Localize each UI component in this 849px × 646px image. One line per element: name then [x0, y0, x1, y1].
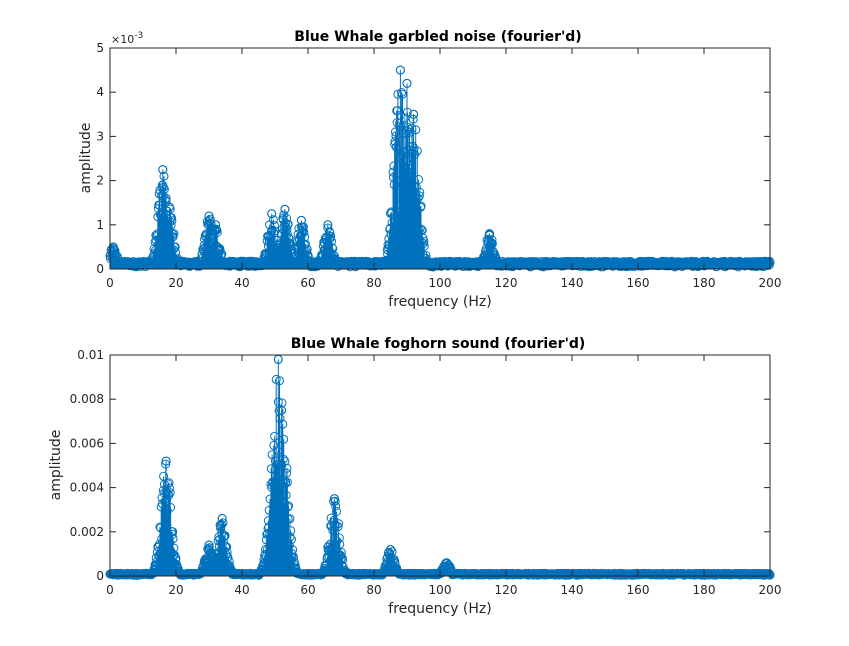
- bottom-axis-ticks: 0 20 40 60 80 100 120 140 160 180 200 0 0.002 0.004 0.…: [70, 348, 782, 597]
- top-x-tick-label: 100: [429, 276, 452, 290]
- top-peak-point: [402, 78, 412, 88]
- top-y-tick-label: 2: [96, 174, 104, 188]
- bottom-x-tick-label: 60: [300, 583, 315, 597]
- top-x-tick-label: 60: [300, 276, 315, 290]
- bottom-peak-point: [267, 538, 277, 548]
- top-x-tick-label: 0: [106, 276, 114, 290]
- bottom-peak-point: [386, 544, 395, 554]
- top-y-exponent: ×10-3: [111, 31, 143, 46]
- bottom-x-tick-label: 80: [366, 583, 381, 597]
- top-x-tick-label: 180: [693, 276, 716, 290]
- bottom-peak-point: [277, 405, 287, 415]
- bottom-x-tick-label: 180: [693, 583, 716, 597]
- bottom-peak-point: [442, 558, 452, 568]
- bottom-x-tick-label: 200: [759, 583, 782, 597]
- bottom-stem-markers: [105, 354, 775, 580]
- top-peak-point: [108, 242, 118, 252]
- top-y-tick-label: 3: [96, 129, 104, 143]
- bottom-y-tick-label: 0.006: [70, 436, 104, 450]
- top-peak-point: [296, 215, 306, 225]
- top-stem-markers: [105, 65, 775, 272]
- top-y-tick-label: 1: [96, 218, 104, 232]
- top-x-tick-label: 40: [234, 276, 249, 290]
- top-y-axis-label: amplitude: [78, 123, 94, 194]
- bottom-x-tick-label: 160: [627, 583, 650, 597]
- top-peak-point: [409, 109, 419, 119]
- top-peak-point: [158, 165, 168, 175]
- bottom-y-tick-label: 0: [96, 569, 104, 583]
- top-x-tick-label: 200: [759, 276, 782, 290]
- bottom-y-tick-label: 0.002: [70, 525, 104, 539]
- top-y-tick-label: 0: [96, 262, 104, 276]
- bottom-peak-point: [329, 494, 339, 504]
- top-chart-title: Blue Whale garbled noise (fourier'd): [294, 29, 581, 45]
- top-x-tick-label: 80: [366, 276, 381, 290]
- bottom-axes-box: [109, 354, 771, 577]
- top-x-tick-label: 20: [168, 276, 183, 290]
- bottom-x-tick-label: 0: [106, 583, 114, 597]
- bottom-x-tick-label: 120: [495, 583, 518, 597]
- bottom-x-axis-label: frequency (Hz): [388, 601, 491, 617]
- bottom-y-tick-label: 0.01: [77, 348, 104, 362]
- top-peak-point: [164, 202, 174, 212]
- bottom-x-tick-label: 100: [429, 583, 452, 597]
- top-peak-point: [267, 209, 277, 219]
- bottom-x-tick-label: 140: [561, 583, 584, 597]
- top-peak-point: [395, 65, 405, 75]
- top-x-tick-label: 160: [627, 276, 650, 290]
- bottom-chart-title: Blue Whale foghorn sound (fourier'd): [291, 336, 586, 352]
- top-peak-point: [485, 229, 494, 239]
- bottom-peak-point: [204, 540, 214, 550]
- bottom-y-axis-label: amplitude: [48, 430, 64, 501]
- bottom-x-tick-label: 40: [234, 583, 249, 597]
- top-peak-point: [161, 193, 171, 203]
- top-peak-point: [204, 211, 214, 221]
- bottom-peak-point: [161, 456, 171, 466]
- top-peak-point: [211, 220, 221, 230]
- bottom-peak-point: [217, 514, 227, 524]
- bottom-plot-data: [105, 354, 775, 580]
- bottom-y-tick-label: 0.008: [70, 392, 104, 406]
- bottom-x-tick-label: 20: [168, 583, 183, 597]
- top-peak-point: [323, 220, 333, 230]
- top-x-axis-label: frequency (Hz): [388, 294, 491, 310]
- top-subplot: Blue Whale garbled noise (fourier'd) fre…: [78, 29, 781, 310]
- top-x-tick-label: 120: [495, 276, 518, 290]
- bottom-y-tick-label: 0.004: [70, 481, 104, 495]
- bottom-subplot: Blue Whale foghorn sound (fourier'd) fre…: [48, 336, 781, 617]
- top-plot-data: [105, 65, 775, 272]
- top-peak-point: [280, 204, 290, 214]
- top-y-tick-label: 4: [96, 85, 104, 99]
- top-axis-ticks: 0 20 40 60 80 100 120 140 160 180 200 0 1 2 3 4 5: [96, 41, 781, 290]
- top-y-exponent-value: -3: [134, 31, 143, 41]
- top-y-tick-label: 5: [96, 41, 104, 55]
- top-x-tick-label: 140: [561, 276, 584, 290]
